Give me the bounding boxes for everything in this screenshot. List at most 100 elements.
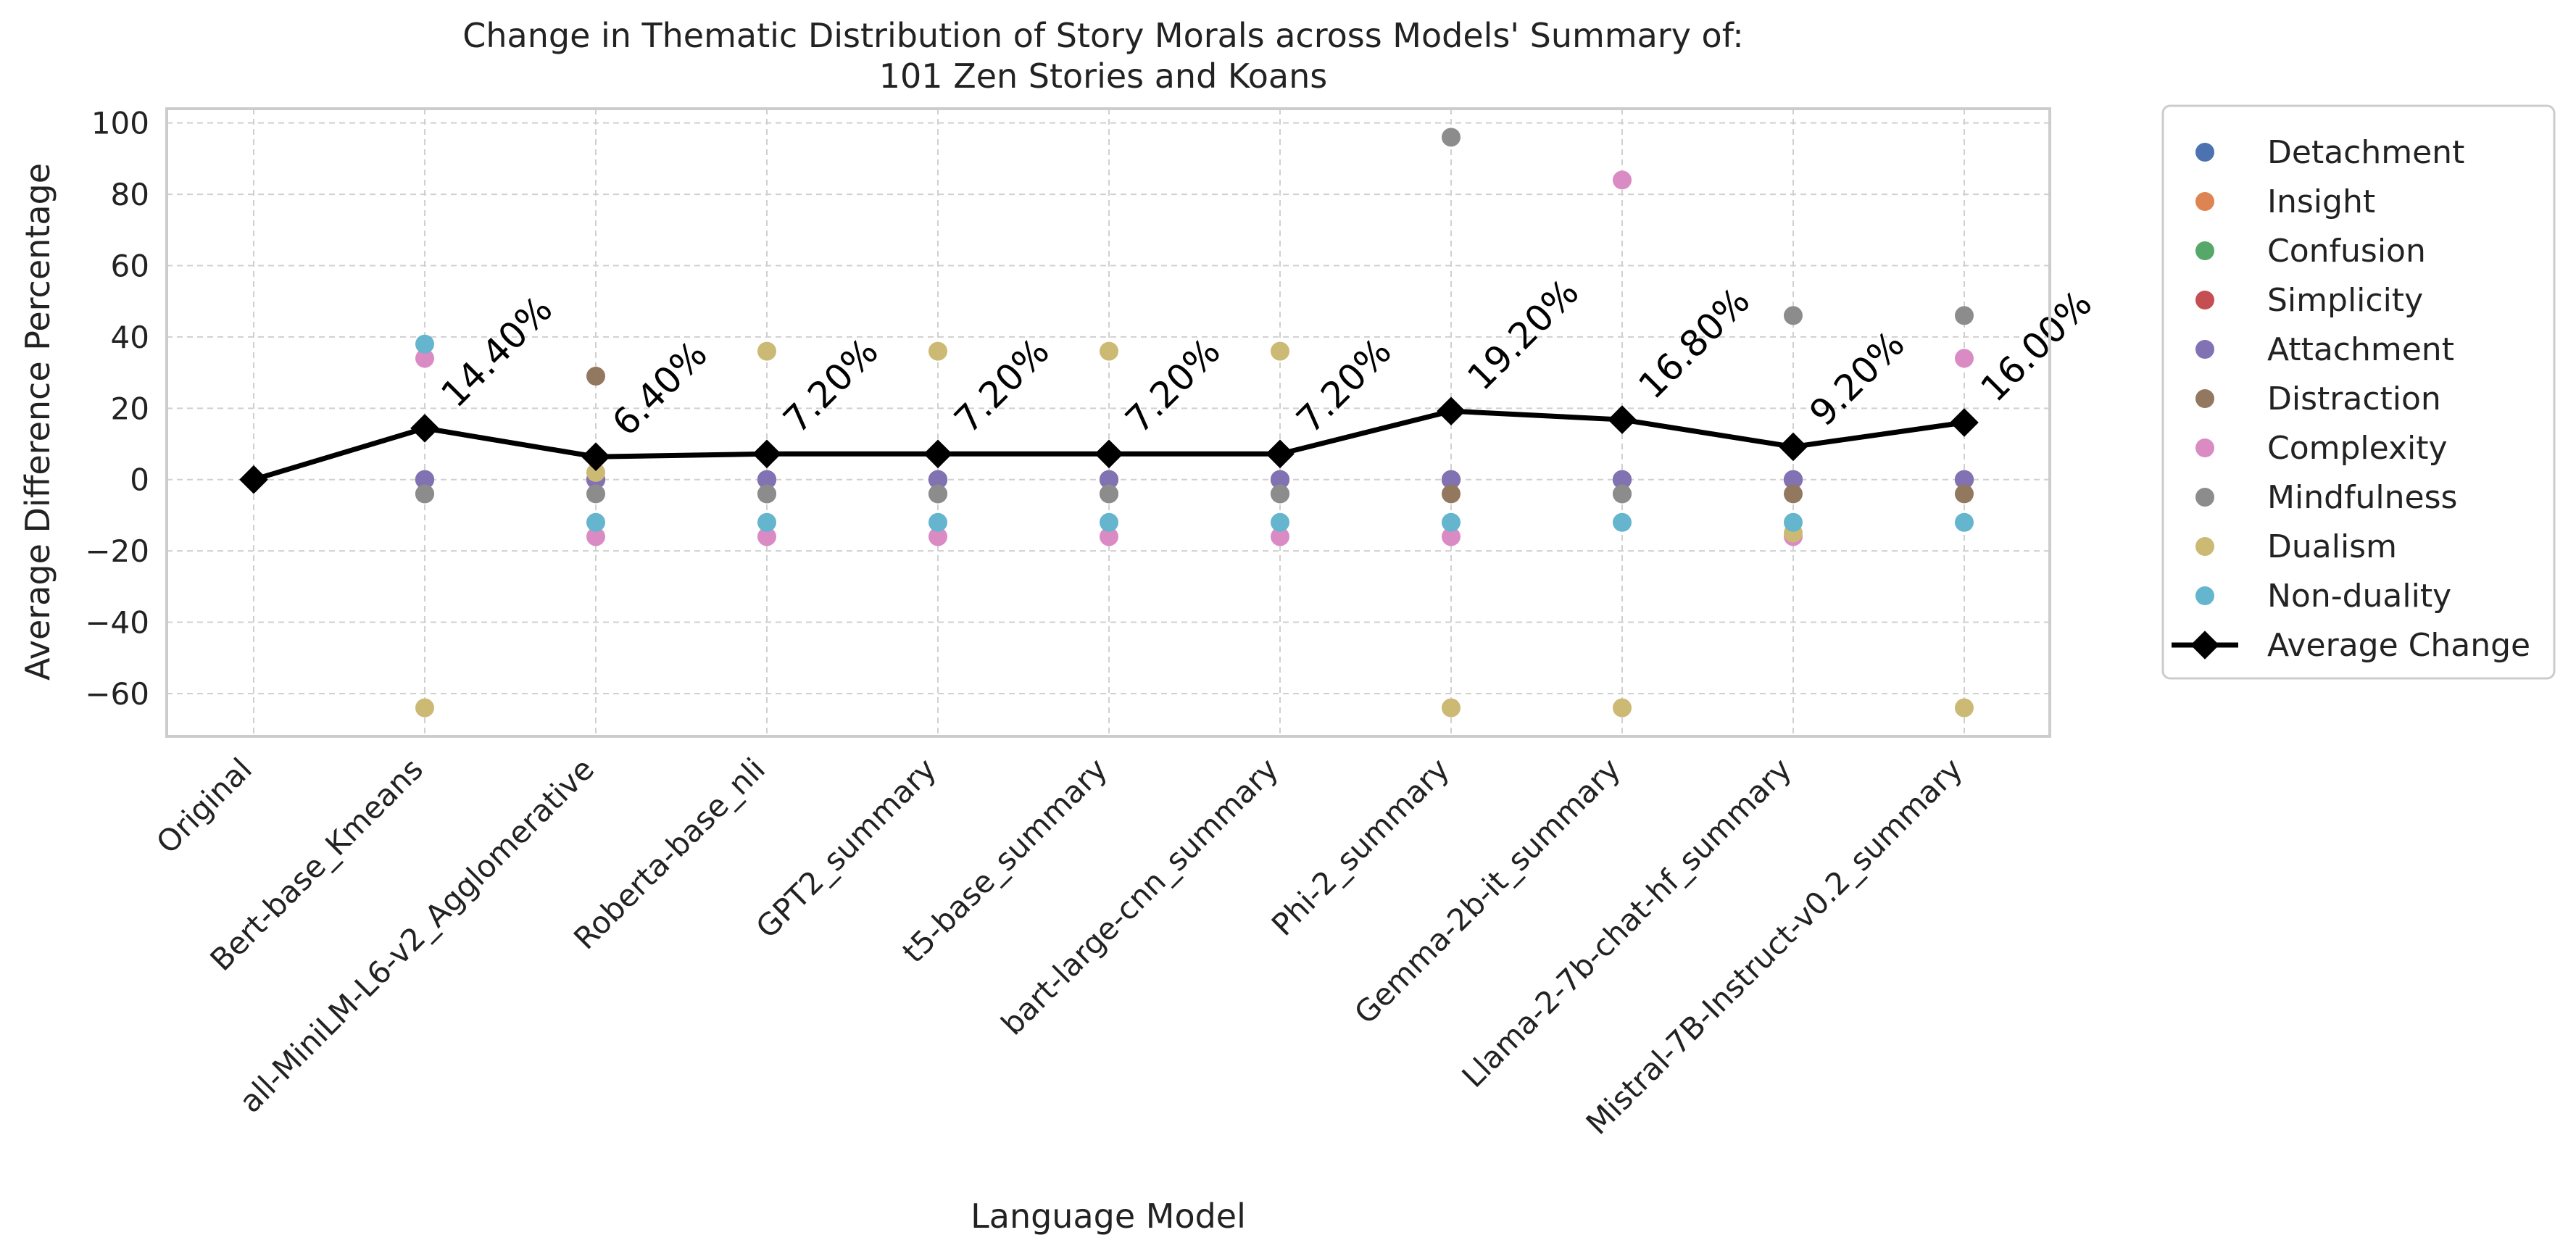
point-non-duality [1955,512,1974,532]
point-distraction [1442,484,1461,504]
legend-swatch [2195,340,2214,359]
average-change-marker [1094,439,1123,469]
legend-entry: Detachment [2267,134,2464,171]
point-attachment [1955,470,1974,489]
point-mindfulness [1613,484,1632,504]
point-non-duality [586,512,605,532]
point-dualism [586,462,605,482]
legend-swatch [2195,241,2214,260]
y-tick-label: 60 [111,249,149,284]
point-attachment [1784,470,1803,489]
legend-entry: Insight [2267,183,2375,220]
point-complexity [586,527,605,546]
chart-title-line1: Change in Thematic Distribution of Story… [462,16,1744,55]
point-attachment [1613,470,1632,489]
point-non-duality [1100,512,1118,532]
legend-entry: Average Change [2267,627,2530,664]
y-tick-label: 20 [111,391,149,426]
y-tick-label: −60 [85,676,149,712]
y-tick-label: −20 [85,533,149,569]
legend-swatch-diamond [2190,631,2219,660]
y-tick-label: 80 [111,177,149,212]
point-distraction [1784,484,1803,504]
point-mindfulness [757,484,776,504]
point-complexity [757,527,776,546]
point-non-duality [928,512,947,532]
average-change-marker [923,439,952,469]
legend-swatch [2195,537,2214,556]
point-complexity [1613,170,1632,190]
point-non-duality [1271,512,1289,532]
point-dualism [1613,698,1632,718]
point-non-duality [1784,512,1803,532]
legend-swatch [2195,488,2214,507]
y-tick-label: −40 [85,605,149,641]
legend-swatch [2195,389,2214,408]
point-attachment [1442,470,1461,489]
point-attachment [1271,470,1289,489]
legend-swatch [2195,586,2214,605]
point-distraction [1955,484,1974,504]
point-attachment [928,470,947,489]
point-mindfulness [415,484,434,504]
point-complexity [415,349,434,368]
point-mindfulness [586,484,605,504]
point-mindfulness [1955,306,1974,325]
legend-entry: Complexity [2267,430,2448,467]
y-axis-label: Average Difference Percentage [18,163,57,681]
legend-entry: Simplicity [2267,282,2423,319]
point-non-duality [1442,512,1461,532]
legend-swatch [2195,438,2214,457]
point-attachment [1100,470,1118,489]
legend-entry: Distraction [2267,380,2441,417]
point-dualism [1442,698,1461,718]
average-change-marker [1266,439,1295,469]
legend-entry: Non-duality [2267,578,2451,615]
point-dualism [757,341,776,361]
point-mindfulness [1784,306,1803,325]
point-dualism [415,698,434,718]
point-complexity [928,527,947,546]
point-dualism [928,341,947,361]
average-change-marker [581,442,610,472]
y-tick-label: 100 [91,106,149,141]
average-change-marker [239,465,268,494]
point-complexity [1442,527,1461,546]
average-change-marker [1950,408,1979,437]
average-change-marker [752,439,781,469]
x-axis-label: Language Model [971,1197,1246,1236]
legend-entry: Mindfulness [2267,479,2457,516]
point-non-duality [1613,512,1632,532]
legend-entry: Dualism [2267,528,2397,565]
point-complexity [1100,527,1118,546]
point-dualism [1955,698,1974,718]
y-axis-ticks: −60 −40 −20 0 20 40 60 80 100 [85,106,149,712]
plot-frame [165,107,2051,738]
y-tick-label: 0 [130,462,149,498]
legend-swatch [2195,192,2214,211]
point-mindfulness [928,484,947,504]
point-complexity [1271,527,1289,546]
point-complexity [1955,349,1974,368]
average-change-marker [410,414,439,443]
legend-swatch [2195,291,2214,309]
point-mindfulness [1442,128,1461,147]
point-mindfulness [1100,484,1118,504]
point-dualism [1271,341,1289,361]
chart-title-line2: 101 Zen Stories and Koans [879,57,1327,96]
point-mindfulness [1271,484,1289,504]
grid-lines [167,109,2050,736]
point-distraction [586,367,605,386]
legend-swatch [2195,143,2214,162]
point-non-duality [415,334,434,354]
point-attachment [415,470,434,489]
y-tick-label: 40 [111,320,149,355]
legend-entry: Confusion [2267,233,2426,270]
point-dualism [1100,341,1118,361]
point-attachment [757,470,776,489]
legend-frame [2161,104,2556,680]
legend-entry: Attachment [2267,331,2454,368]
average-change-marker [1779,432,1808,462]
